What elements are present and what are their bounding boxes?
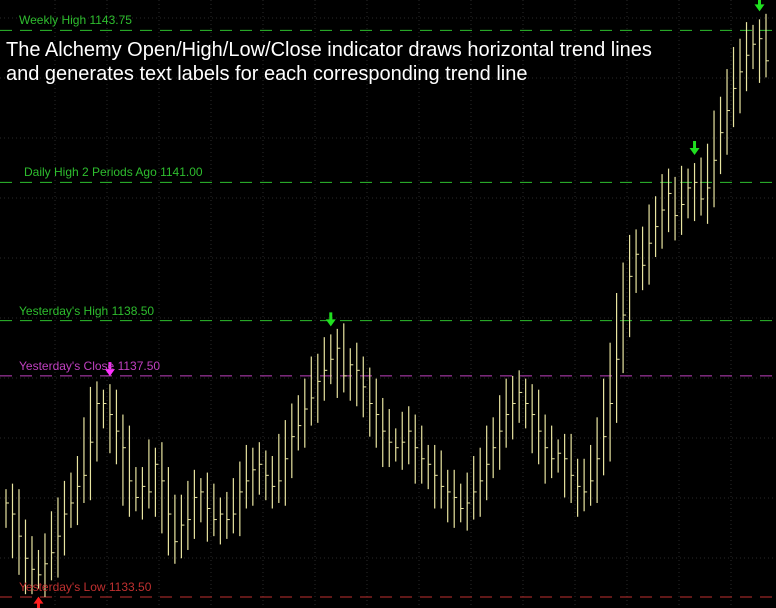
signal-arrow-down — [754, 0, 765, 12]
signal-arrow-up — [33, 596, 44, 608]
trend-line-label: Yesterday's Low 1133.50 — [19, 579, 152, 594]
trend-lines — [0, 29, 776, 598]
price-bars — [5, 13, 769, 597]
signal-arrow-down — [689, 141, 700, 156]
signal-arrows — [33, 0, 765, 608]
chart-caption: The Alchemy Open/High/Low/Close indicato… — [6, 38, 776, 86]
trend-line-label: Yesterday's Close 1137.50 — [19, 358, 161, 373]
caption-line-2: and generates text labels for each corre… — [6, 63, 528, 85]
trend-line-label: Yesterday's High 1138.50 — [19, 303, 155, 318]
signal-arrow-down — [104, 362, 115, 377]
caption-line-1: The Alchemy Open/High/Low/Close indicato… — [6, 39, 652, 61]
signal-arrow-down — [325, 312, 336, 327]
trend-line-label: Daily High 2 Periods Ago 1141.00 — [24, 165, 203, 180]
trend-line-label: Weekly High 1143.75 — [19, 13, 132, 28]
